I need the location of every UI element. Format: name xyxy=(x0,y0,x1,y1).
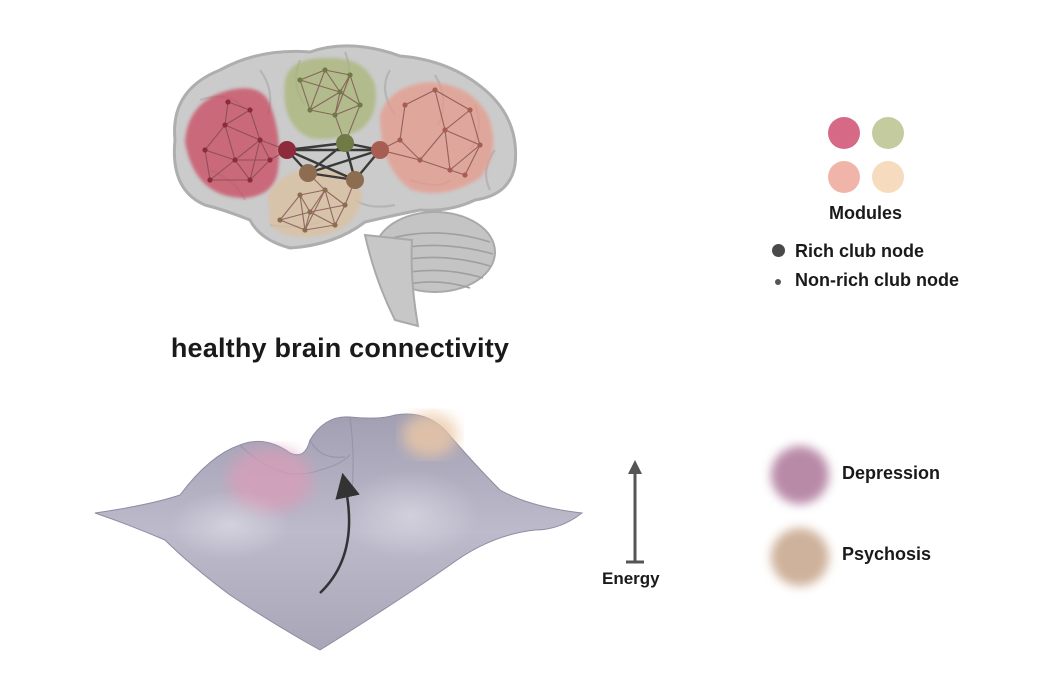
non-rich-club-node xyxy=(297,192,303,198)
non-rich-club-node xyxy=(417,157,423,163)
depression-label: Depression xyxy=(842,463,941,483)
non-rich-club-node xyxy=(267,157,273,163)
non-rich-club-node xyxy=(257,137,263,143)
non-rich-club-node xyxy=(397,137,403,143)
non-rich-club-node xyxy=(337,89,343,95)
network-edges xyxy=(204,69,481,231)
non-rich-club-node xyxy=(402,102,408,108)
non-rich-club-label: Non-rich club node xyxy=(795,270,959,290)
rich-club-dot-icon xyxy=(772,244,785,257)
rich-club-label: Rich club node xyxy=(795,241,925,261)
psychosis-basin-highlight xyxy=(402,413,458,457)
non-rich-club-node xyxy=(225,99,231,105)
non-rich-club-node xyxy=(302,227,308,233)
non-rich-club-node xyxy=(247,177,253,183)
non-rich-club-node xyxy=(322,67,328,73)
module-swatch-red xyxy=(828,117,860,149)
module-tan-region xyxy=(268,168,362,238)
rich-club-node xyxy=(299,164,317,182)
non-rich-club-node xyxy=(332,112,338,118)
non-rich-club-dot-icon xyxy=(775,279,781,285)
non-rich-club-node xyxy=(307,209,313,215)
non-rich-club-node xyxy=(207,177,213,183)
psychosis-label: Psychosis xyxy=(842,544,932,564)
energy-landscape-surface xyxy=(94,413,584,651)
depression-swatch xyxy=(771,446,829,504)
module-swatch-green xyxy=(872,117,904,149)
non-rich-club-node xyxy=(232,157,238,163)
non-rich-club-node xyxy=(477,142,483,148)
non-rich-club-node xyxy=(432,87,438,93)
landscape-surface xyxy=(94,413,584,651)
rich-club-node xyxy=(346,171,364,189)
non-rich-club-node xyxy=(347,72,353,78)
non-rich-club-node xyxy=(307,107,313,113)
brain-title: healthy brain connectivity xyxy=(170,333,510,363)
non-rich-club-node xyxy=(357,102,363,108)
modules-label: Modules xyxy=(829,203,903,223)
brain-network-illustration xyxy=(172,44,518,328)
non-rich-club-node xyxy=(342,202,348,208)
non-rich-club-node xyxy=(462,172,468,178)
non-rich-club-node xyxy=(222,122,228,128)
module-swatch-salmon xyxy=(828,161,860,193)
module-swatch-beige xyxy=(872,161,904,193)
non-rich-club-node xyxy=(297,77,303,83)
non-rich-club-node xyxy=(442,127,448,133)
non-rich-club-node xyxy=(332,222,338,228)
non-rich-club-node xyxy=(467,107,473,113)
non-rich-club-node xyxy=(322,187,328,193)
non-rich-club-node xyxy=(447,167,453,173)
energy-label: Energy xyxy=(602,569,660,588)
rich-club-node xyxy=(336,134,354,152)
non-rich-club-node xyxy=(277,217,283,223)
energy-axis-arrow xyxy=(626,460,644,564)
module-salmon-region xyxy=(380,82,494,194)
network-nodes xyxy=(202,67,483,233)
psychosis-swatch xyxy=(771,528,829,586)
non-rich-club-node xyxy=(202,147,208,153)
rich-club-node xyxy=(278,141,296,159)
rich-club-node xyxy=(371,141,389,159)
non-rich-club-node xyxy=(247,107,253,113)
brainstem xyxy=(363,233,420,328)
transition-arrow xyxy=(319,472,360,594)
